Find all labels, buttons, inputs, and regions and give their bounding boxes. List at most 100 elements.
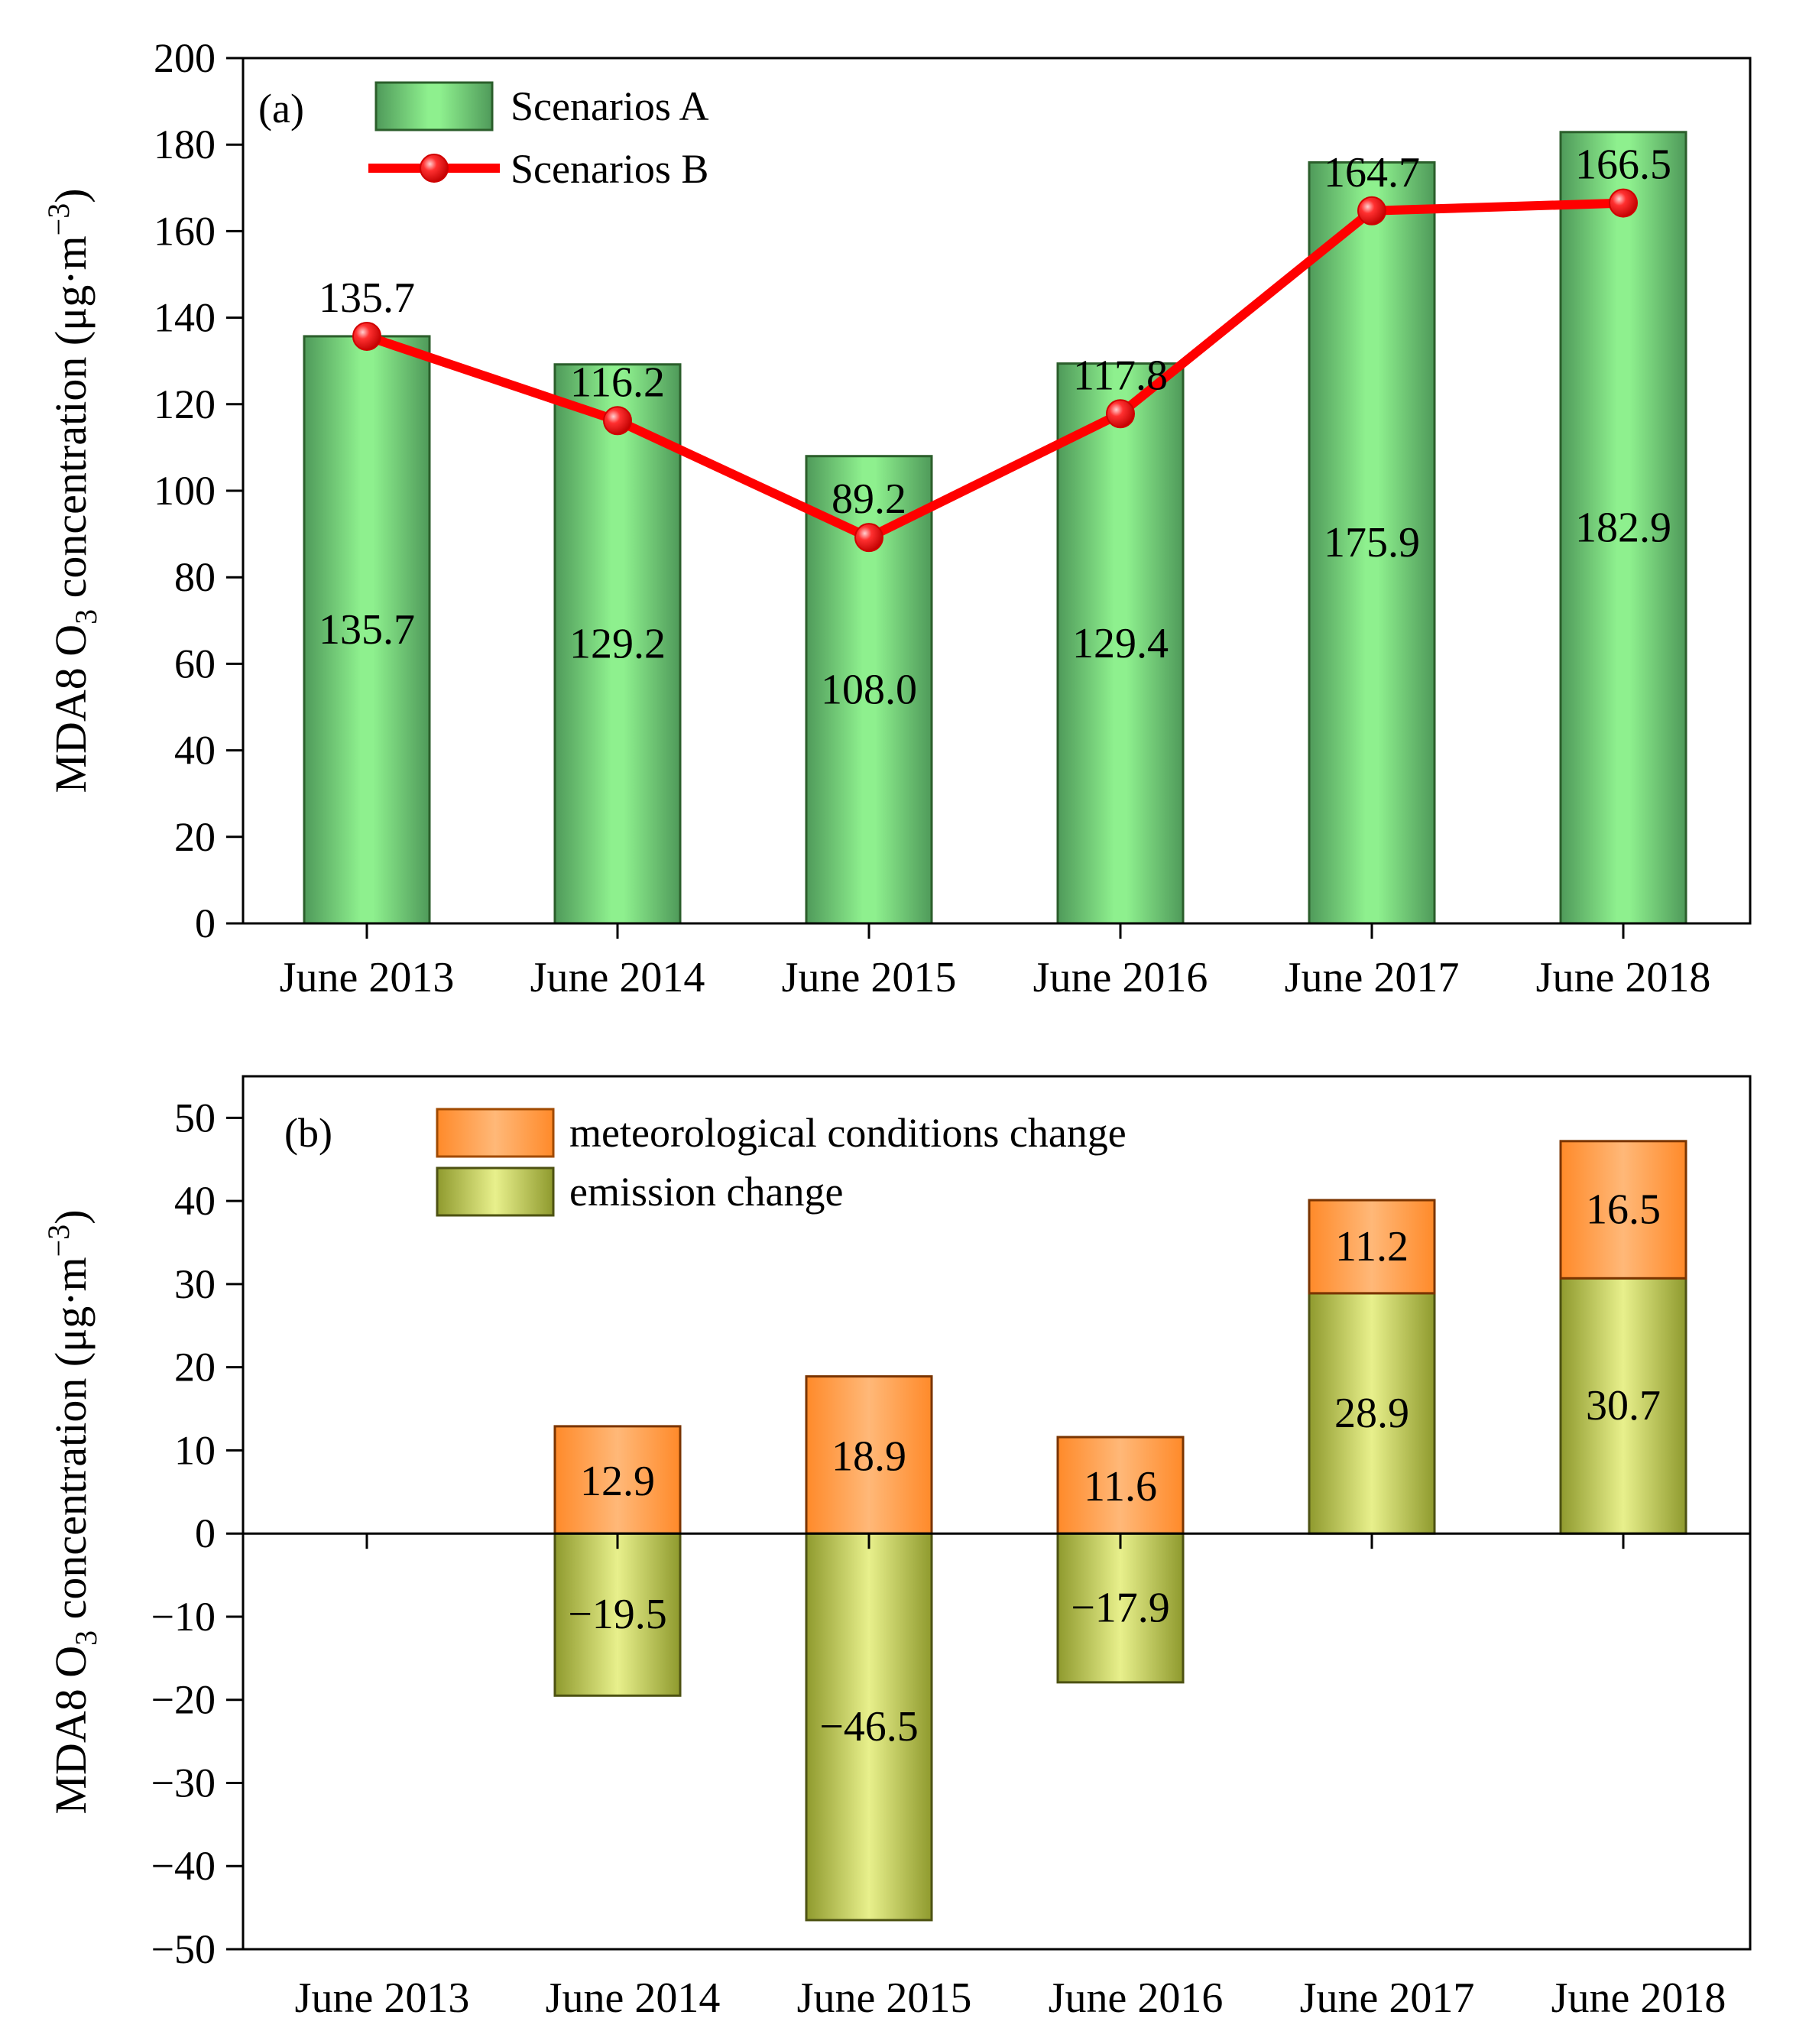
bar-value-label: 175.9 <box>1324 519 1420 566</box>
x-tick-label: June 2015 <box>797 1974 972 2022</box>
marker-scenarios-b <box>1609 188 1638 218</box>
panel-b-plot-frame <box>242 1075 1752 1951</box>
bar-value-label: 12.9 <box>580 1458 655 1505</box>
y-tick-label: 80 <box>174 554 216 600</box>
bar-emission-change <box>1308 1292 1436 1535</box>
y-tick-label: 160 <box>154 208 216 254</box>
bar-value-label: 129.2 <box>569 620 666 667</box>
marker-scenarios-b <box>603 406 632 436</box>
x-tick-label: June 2015 <box>782 954 957 1001</box>
y-tick-label: 50 <box>174 1095 216 1140</box>
bar-meteorological-change <box>1559 1140 1687 1280</box>
x-tick-label: June 2016 <box>1033 954 1208 1001</box>
bar-value-label: 11.2 <box>1335 1223 1409 1270</box>
panel-b-y-axis-title: MDA8 O3 concentration (μg·m−3) <box>41 1209 103 1814</box>
x-tick-label: June 2018 <box>1536 954 1711 1001</box>
bar-scenarios-a <box>303 335 431 925</box>
marker-scenarios-b <box>352 321 381 351</box>
panel-b-y-axis: −50 −40 −30 −20 −10 0 10 20 30 40 50 <box>151 1095 243 1972</box>
y-tick-label: 100 <box>154 468 216 514</box>
bar-scenarios-a <box>1056 362 1185 925</box>
line-value-label: 166.5 <box>1575 141 1671 189</box>
line-value-label: 117.8 <box>1073 352 1168 399</box>
x-tick-label: June 2018 <box>1551 1974 1726 2022</box>
legend-swatch-emission <box>436 1166 555 1217</box>
x-tick-label: June 2016 <box>1049 1974 1224 2022</box>
x-tick-label: June 2017 <box>1300 1974 1475 2022</box>
y-tick-label: −30 <box>151 1760 216 1806</box>
panel-a-plot-frame <box>242 57 1752 925</box>
panel-a-x-axis: June 2013 June 2014 June 2015 June 2016 June… <box>280 923 1711 1001</box>
panel-a-bars <box>303 131 1687 925</box>
x-tick-label: June 2013 <box>295 1974 470 2022</box>
legend-swatch-scenarios-b-marker <box>420 154 449 183</box>
legend-label-meteorological: meteorological conditions change <box>569 1110 1127 1156</box>
bar-value-label: 18.9 <box>832 1432 906 1480</box>
y-tick-label: 20 <box>174 814 216 860</box>
bar-value-label: 30.7 <box>1586 1382 1661 1429</box>
line-value-label: 135.7 <box>319 274 415 322</box>
legend-label-emission: emission change <box>569 1169 843 1215</box>
bar-value-label: 135.7 <box>319 606 415 654</box>
bar-meteorological-change <box>1056 1436 1185 1535</box>
marker-scenarios-b <box>1106 399 1135 429</box>
y-tick-label: −40 <box>151 1843 216 1889</box>
bar-scenarios-a <box>553 363 682 925</box>
panel-b-legend: meteorological conditions change emissio… <box>436 1108 1127 1217</box>
bar-value-label: −19.5 <box>568 1591 667 1638</box>
line-scenarios-b <box>365 198 1624 543</box>
panel-a-line <box>352 188 1638 553</box>
bar-value-label: −46.5 <box>819 1703 919 1750</box>
y-tick-label: 180 <box>154 122 216 167</box>
y-tick-label: −20 <box>151 1677 216 1723</box>
bar-emission-change <box>805 1532 933 1922</box>
line-value-label: 89.2 <box>832 475 906 523</box>
y-tick-label: 60 <box>174 641 216 686</box>
bar-value-label: 16.5 <box>1586 1186 1661 1234</box>
panel-a: 135.7 129.2 108.0 129.4 175.9 182.9 135.7 116.… <box>41 35 1752 1001</box>
bar-value-label: −17.9 <box>1071 1585 1170 1632</box>
bar-scenarios-a <box>1308 161 1436 925</box>
y-tick-label: 10 <box>174 1427 216 1473</box>
y-tick-label: −50 <box>151 1926 216 1972</box>
y-tick-label: −10 <box>151 1594 216 1640</box>
line-value-label: 164.7 <box>1324 149 1420 196</box>
y-tick-label: 20 <box>174 1345 216 1390</box>
panel-b-bars <box>553 1140 1687 1922</box>
x-tick-label: June 2013 <box>280 954 455 1001</box>
y-tick-label: 200 <box>154 35 216 81</box>
y-tick-label: 0 <box>195 1510 216 1556</box>
bar-value-label: 129.4 <box>1072 620 1169 667</box>
bar-meteorological-change <box>805 1375 933 1535</box>
marker-scenarios-b <box>854 523 883 553</box>
panel-a-y-axis: 0 20 40 60 80 100 120 140 160 180 200 <box>154 35 243 946</box>
bar-meteorological-change <box>553 1425 682 1535</box>
bar-value-label: 108.0 <box>821 666 917 713</box>
y-tick-label: 140 <box>154 295 216 341</box>
x-tick-label: June 2014 <box>546 1974 721 2022</box>
panel-a-y-axis-title: MDA8 O3 concentration (μg·m−3) <box>41 188 103 793</box>
bar-scenarios-a <box>1559 131 1687 925</box>
marker-scenarios-b <box>1357 196 1386 225</box>
legend-label-scenarios-b: Scenarios B <box>511 146 708 192</box>
x-tick-label: June 2014 <box>530 954 705 1001</box>
bar-emission-change <box>553 1532 682 1697</box>
legend-swatch-scenarios-a <box>374 81 494 131</box>
y-tick-label: 0 <box>195 900 216 946</box>
y-tick-label: 120 <box>154 381 216 427</box>
y-tick-label: 40 <box>174 728 216 774</box>
x-tick-label: June 2017 <box>1285 954 1460 1001</box>
bar-meteorological-change <box>1308 1199 1436 1295</box>
panel-b-bar-labels: 12.9 −19.5 18.9 −46.5 11.6 −17.9 28.9 11.2 30.7 1… <box>568 1186 1661 1750</box>
panel-a-bar-labels: 135.7 129.2 108.0 129.4 175.9 182.9 <box>319 504 1671 713</box>
bar-value-label: 11.6 <box>1084 1463 1157 1510</box>
panel-b-x-axis: June 2013 June 2014 June 2015 June 2016 June… <box>295 1533 1726 2022</box>
y-tick-label: 30 <box>174 1261 216 1307</box>
legend-swatch-meteorological <box>436 1108 555 1158</box>
line-value-label: 116.2 <box>570 359 665 406</box>
bar-value-label: 28.9 <box>1334 1390 1409 1437</box>
panel-b: 12.9 −19.5 18.9 −46.5 11.6 −17.9 28.9 11.2 30.7 1… <box>41 1075 1752 2022</box>
bar-value-label: 182.9 <box>1575 504 1671 551</box>
legend-label-scenarios-a: Scenarios A <box>511 83 708 129</box>
